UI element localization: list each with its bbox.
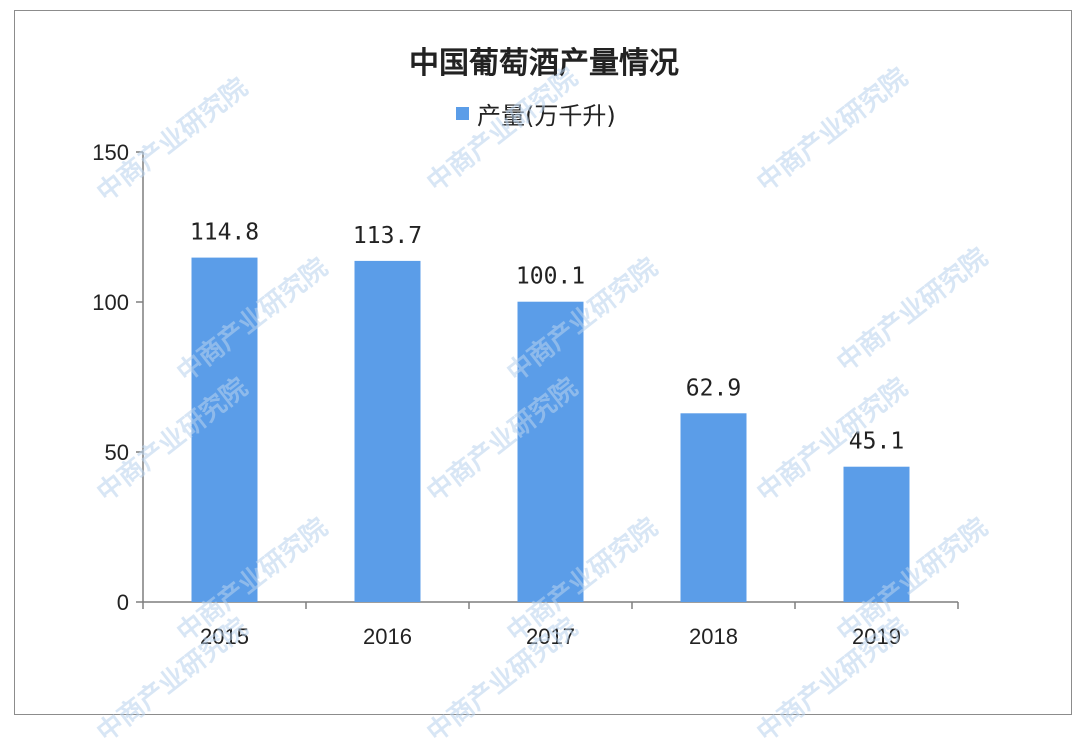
data-label-2017: 100.1 <box>516 264 585 290</box>
x-tick-label: 2017 <box>526 624 575 649</box>
data-label-2019: 45.1 <box>849 429 904 455</box>
y-tick-label: 50 <box>105 440 129 465</box>
data-label-2015: 114.8 <box>190 220 259 246</box>
x-tick-label: 2015 <box>200 624 249 649</box>
bar-2017 <box>517 301 584 602</box>
bar-2019 <box>843 466 910 602</box>
bar-2015 <box>191 257 258 602</box>
bar-2016 <box>354 260 421 602</box>
y-tick-label: 100 <box>92 290 129 315</box>
legend-swatch <box>456 107 469 120</box>
x-tick-label: 2016 <box>363 624 412 649</box>
legend: 产量(万千升) <box>456 96 616 131</box>
legend-label: 产量(万千升) <box>477 102 616 130</box>
data-label-2018: 62.9 <box>686 375 741 401</box>
y-tick-label: 150 <box>92 140 129 165</box>
y-tick-label: 0 <box>117 590 129 615</box>
x-tick-label: 2019 <box>852 624 901 649</box>
x-tick-label: 2018 <box>689 624 738 649</box>
chart-title: 中国葡萄酒产量情况 <box>409 46 679 81</box>
bar-2018 <box>680 413 747 602</box>
data-label-2016: 113.7 <box>353 223 422 249</box>
